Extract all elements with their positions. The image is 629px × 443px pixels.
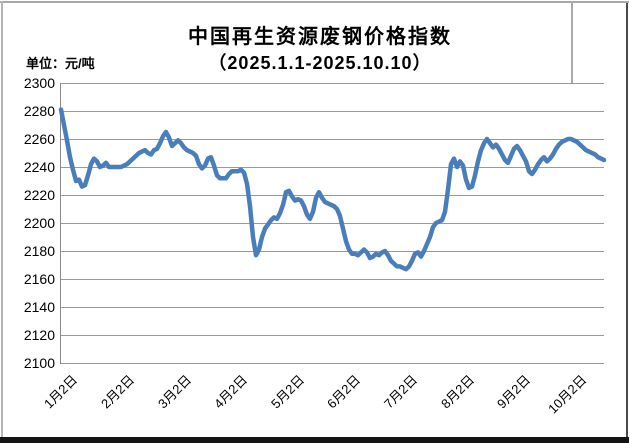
unit-label: 单位：元/吨 xyxy=(26,56,95,71)
frame-right-border xyxy=(626,3,628,437)
y-gridline xyxy=(61,223,604,224)
plot-area xyxy=(61,83,604,364)
y-tick-label: 2200 xyxy=(23,215,55,231)
chart-subtitle: （2025.1.1-2025.10.10） xyxy=(208,53,432,73)
y-gridline xyxy=(61,363,604,364)
y-tick-label: 2240 xyxy=(23,159,55,175)
y-tick-label: 2280 xyxy=(23,103,55,119)
y-gridline xyxy=(61,279,604,280)
y-gridline xyxy=(61,139,604,140)
y-gridline xyxy=(61,335,604,336)
x-tick-label: 1月2日 xyxy=(40,372,80,412)
y-tick-label: 2160 xyxy=(23,271,55,287)
y-axis-line xyxy=(60,83,61,364)
y-tick-label: 2100 xyxy=(23,355,55,371)
y-tick-label: 2180 xyxy=(23,243,55,259)
x-tick-label: 6月2日 xyxy=(323,372,363,412)
y-gridline xyxy=(61,251,604,252)
y-tick-label: 2220 xyxy=(23,187,55,203)
price-line-chart xyxy=(58,107,607,272)
y-gridline xyxy=(61,307,604,308)
frame-left-border xyxy=(1,1,3,437)
y-tick-label: 2260 xyxy=(23,131,55,147)
chart-title: 中国再生资源废钢价格指数 xyxy=(188,26,452,48)
x-tick-label: 7月2日 xyxy=(380,372,420,412)
x-tick-label: 5月2日 xyxy=(267,372,307,412)
y-gridline xyxy=(61,195,604,196)
y-gridline xyxy=(61,167,604,168)
top-right-divider-line xyxy=(571,3,573,83)
y-tick-label: 2140 xyxy=(23,299,55,315)
y-gridline xyxy=(61,111,604,112)
x-tick-label: 3月2日 xyxy=(154,372,194,412)
y-tick-label: 2120 xyxy=(23,327,55,343)
frame-top-border xyxy=(0,1,629,3)
x-tick-label: 2月2日 xyxy=(97,372,137,412)
x-tick-label: 9月2日 xyxy=(493,372,533,412)
x-tick-label: 8月2日 xyxy=(437,372,477,412)
price-line xyxy=(58,107,607,272)
y-gridline xyxy=(61,83,604,84)
x-tick-label: 4月2日 xyxy=(210,372,250,412)
x-tick-label: 10月2日 xyxy=(545,372,590,417)
y-tick-label: 2300 xyxy=(23,75,55,91)
frame-bottom-bar xyxy=(0,437,629,443)
